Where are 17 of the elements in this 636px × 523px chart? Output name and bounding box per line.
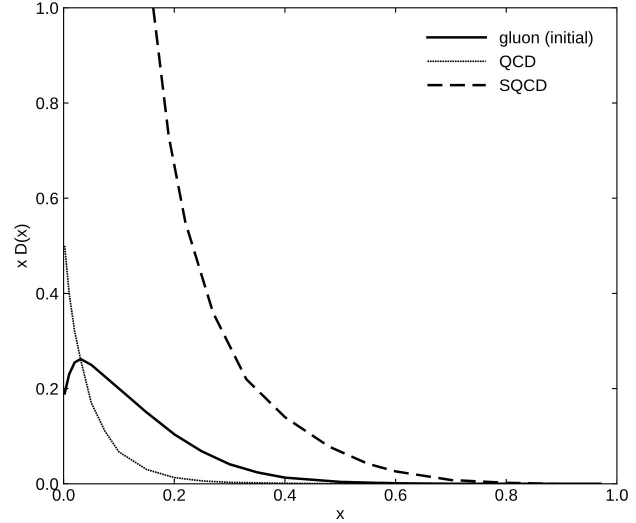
x-tick-label: 0.8 bbox=[495, 489, 518, 501]
legend-label: gluon (initial) bbox=[500, 31, 593, 47]
y-axis-title: x D(x) bbox=[14, 224, 30, 268]
x-tick-label: 0.4 bbox=[274, 489, 296, 501]
y-tick-label: 0.4 bbox=[36, 288, 58, 300]
x-tick-label: 0.0 bbox=[52, 489, 75, 501]
x-tick-label: 0.2 bbox=[163, 489, 186, 501]
y-tick-label: 0.8 bbox=[36, 97, 58, 110]
y-tick-label: 0.6 bbox=[36, 192, 58, 204]
y-tick-label: 1.0 bbox=[36, 2, 58, 14]
legend-label: QCD bbox=[500, 55, 536, 70]
y-tick-label: 0.0 bbox=[36, 478, 58, 490]
legend-label: SQCD bbox=[500, 79, 546, 94]
y-tick-label: 0.2 bbox=[36, 382, 58, 395]
x-tick-label: 0.6 bbox=[384, 489, 406, 501]
x-tick-label: 1.0 bbox=[606, 489, 628, 501]
x-axis-title: x bbox=[336, 510, 344, 520]
